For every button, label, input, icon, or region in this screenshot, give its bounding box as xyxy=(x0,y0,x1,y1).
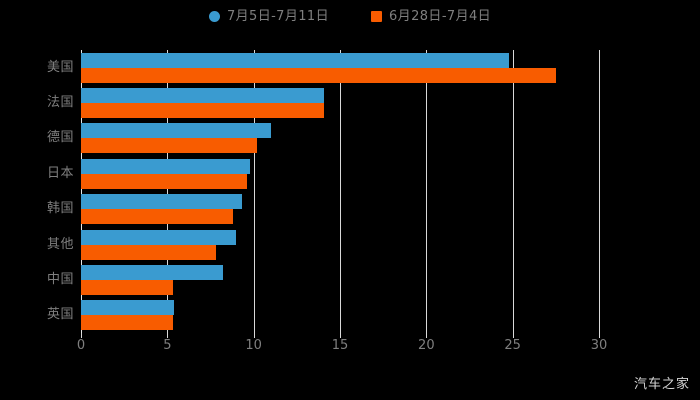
bar-group-5 xyxy=(81,229,599,260)
bar[interactable] xyxy=(81,279,173,295)
y-axis-label-0: 美国 xyxy=(46,59,74,75)
bar[interactable] xyxy=(81,173,247,189)
bar[interactable] xyxy=(81,209,233,225)
x-tick-mark-10 xyxy=(253,333,255,338)
chart-legend: 7月5日-7月11日 6月28日-7月4日 xyxy=(0,10,700,23)
legend-item-series-1[interactable]: 6月28日-7月4日 xyxy=(371,10,491,23)
bar[interactable] xyxy=(81,138,258,154)
x-tick-mark-15 xyxy=(340,333,341,338)
bar[interactable] xyxy=(81,194,242,210)
bar-group-3 xyxy=(81,158,599,189)
y-axis-label-3: 日本 xyxy=(46,165,74,181)
bar[interactable] xyxy=(81,158,251,174)
legend-circle-marker-icon xyxy=(208,11,220,22)
legend-label-series-0: 7月5日-7月11日 xyxy=(226,9,329,24)
x-tick-mark-25 xyxy=(512,333,514,338)
x-tick-label-5: 5 xyxy=(163,338,172,353)
bar[interactable] xyxy=(81,300,175,316)
legend-square-marker-icon xyxy=(371,11,382,22)
bar-group-7 xyxy=(81,300,599,331)
y-axis-label-4: 韩国 xyxy=(46,201,74,217)
x-tick-label-30: 30 xyxy=(590,338,608,353)
bar[interactable] xyxy=(81,88,325,104)
bar-group-1 xyxy=(81,88,599,119)
bar[interactable] xyxy=(81,103,325,119)
gridline-30 xyxy=(599,50,600,333)
y-axis-category-labels: 美国法国德国日本韩国其他中国英国 xyxy=(0,50,74,333)
x-tick-mark-0 xyxy=(81,333,82,338)
y-axis-label-6: 中国 xyxy=(46,271,74,287)
bar[interactable] xyxy=(81,67,556,83)
bar-group-6 xyxy=(81,264,599,295)
x-tick-label-20: 20 xyxy=(418,338,435,353)
y-axis-label-1: 法国 xyxy=(46,95,74,111)
bar[interactable] xyxy=(81,264,223,280)
x-tick-label-0: 0 xyxy=(76,338,86,353)
x-tick-mark-5 xyxy=(167,333,169,338)
x-tick-label-25: 25 xyxy=(504,338,521,353)
bar-group-0 xyxy=(81,52,599,83)
bar-group-4 xyxy=(81,194,599,225)
bar[interactable] xyxy=(81,123,271,139)
watermark-label: 汽车之家 xyxy=(633,377,690,392)
bar[interactable] xyxy=(81,229,237,245)
bar-series-container xyxy=(81,50,599,333)
x-tick-label-10: 10 xyxy=(245,338,262,353)
bar[interactable] xyxy=(81,52,510,68)
y-axis-label-5: 其他 xyxy=(46,236,74,252)
bar[interactable] xyxy=(81,315,173,331)
legend-item-series-0[interactable]: 7月5日-7月11日 xyxy=(208,9,329,24)
bar-group-2 xyxy=(81,123,599,154)
x-tick-label-15: 15 xyxy=(331,338,349,353)
bar[interactable] xyxy=(81,244,216,260)
plot-area xyxy=(81,50,600,333)
x-tick-mark-20 xyxy=(426,333,428,338)
y-axis-label-7: 英国 xyxy=(46,307,74,323)
x-axis: 0 5 10 15 20 25 30 xyxy=(77,333,607,363)
x-tick-mark-30 xyxy=(599,333,600,338)
legend-label-series-1: 6月28日-7月4日 xyxy=(389,9,492,24)
y-axis-label-2: 德国 xyxy=(46,130,74,146)
